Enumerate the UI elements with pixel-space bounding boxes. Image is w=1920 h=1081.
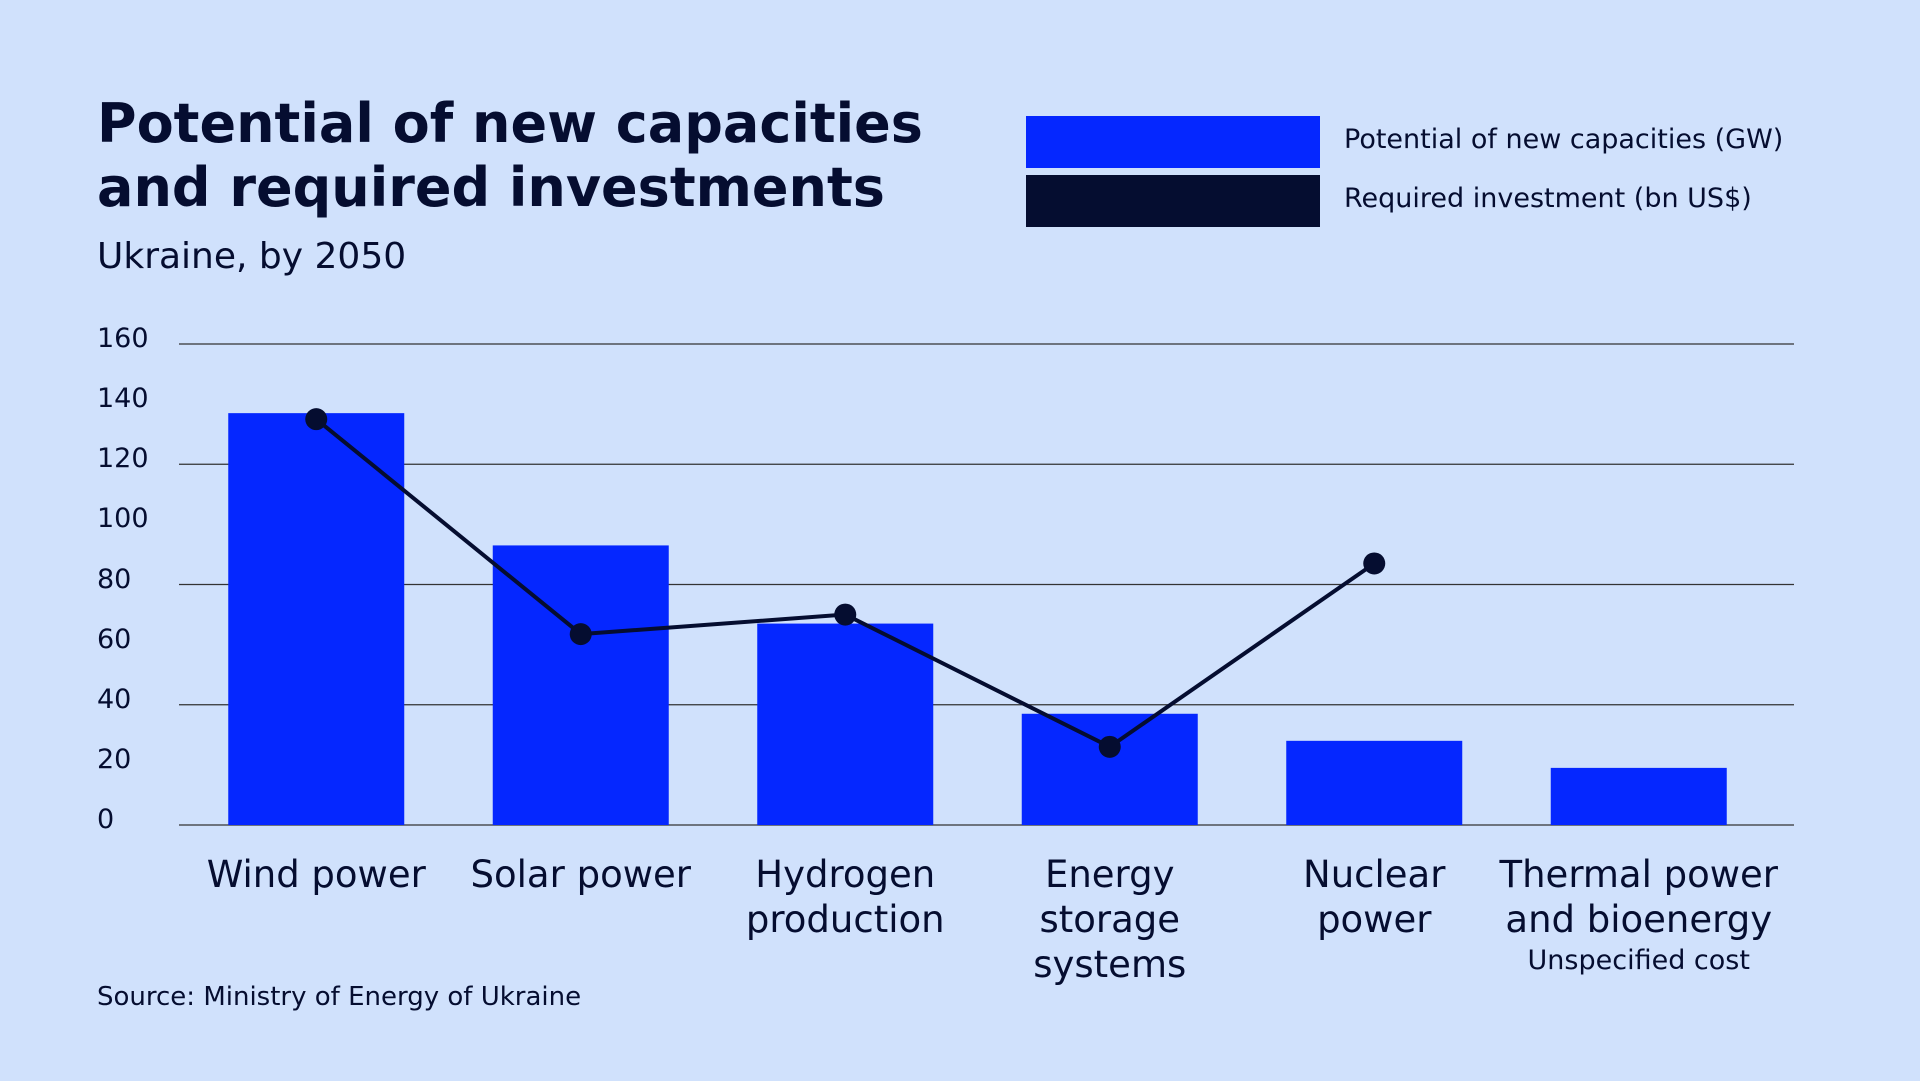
line-point (305, 408, 328, 431)
y-tick-label: 160 (97, 323, 149, 354)
y-tick-label: 120 (97, 443, 149, 475)
y-tick-label: 40 (97, 683, 132, 715)
source-note: Source: Ministry of Energy of Ukraine (97, 982, 582, 1012)
x-tick-label: Energy storage systems (1033, 853, 1187, 986)
y-tick-label: 100 (97, 503, 149, 535)
legend-label: Potential of new capacities (GW) (1344, 124, 1784, 155)
bar (228, 413, 405, 825)
legend-swatch (1026, 116, 1320, 168)
x-tick-label: Thermal power and bioenergy (1499, 853, 1779, 941)
x-tick-label: Nuclear power (1303, 853, 1446, 941)
line-point (1363, 552, 1386, 575)
legend-label: Required investment (bn US$) (1344, 183, 1752, 214)
y-tick-label: 0 (97, 804, 115, 835)
bar (1021, 713, 1198, 825)
bar (757, 623, 934, 825)
line-point (1098, 735, 1121, 758)
legend-swatch (1026, 175, 1320, 227)
x-tick-label: Hydrogen production (745, 853, 945, 941)
x-tick-label: Solar power (470, 853, 691, 896)
bar (1286, 740, 1463, 825)
line-point (569, 623, 592, 646)
bar (1550, 767, 1727, 825)
x-tick-label: Wind power (206, 853, 426, 896)
y-tick-label: 60 (97, 623, 132, 655)
chart-subtitle: Ukraine, by 2050 (97, 236, 407, 277)
y-tick-label: 140 (97, 383, 149, 415)
bar (492, 545, 669, 825)
y-tick-label: 20 (97, 743, 132, 775)
y-tick-label: 80 (97, 563, 132, 595)
annotation: Unspecified cost (1527, 945, 1750, 976)
chart-title: Potential of new capacities and required… (97, 92, 923, 219)
line-point (834, 603, 857, 626)
